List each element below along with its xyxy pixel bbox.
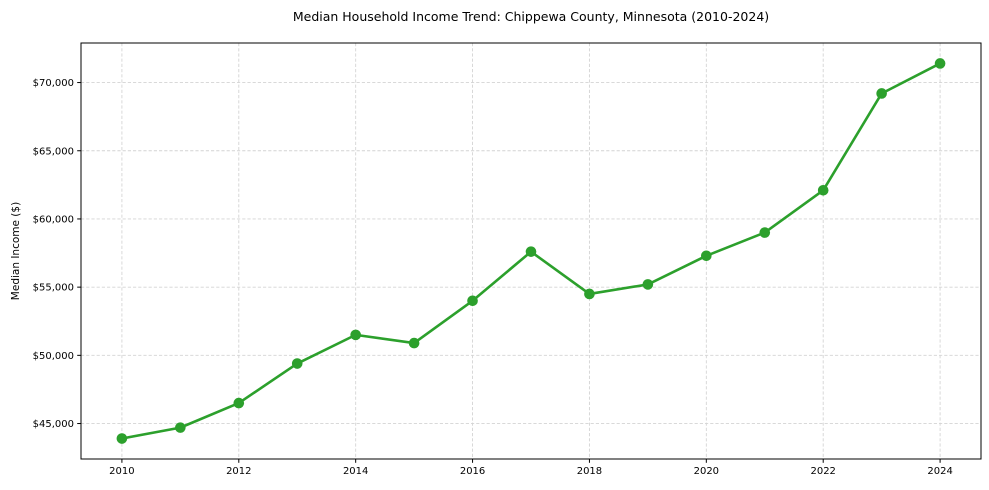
x-tick-label: 2014 (343, 466, 368, 477)
x-tick-label: 2010 (109, 466, 134, 477)
data-point-2018 (584, 288, 595, 300)
data-point-2020 (701, 250, 712, 262)
data-point-2016 (467, 295, 478, 307)
x-tick-label: 2012 (226, 466, 251, 477)
data-point-2014 (350, 329, 361, 341)
y-tick-label: $65,000 (33, 146, 74, 157)
x-tick-label: 2022 (810, 466, 835, 477)
data-point-2012 (233, 397, 245, 409)
data-point-2010 (116, 433, 128, 444)
data-point-2017 (525, 246, 537, 257)
chart-title: Median Household Income Trend: Chippewa … (292, 9, 770, 24)
plot-border (80, 42, 982, 460)
data-point-2022 (817, 185, 829, 196)
data-point-2011 (175, 422, 186, 433)
data-point-2024 (934, 58, 946, 69)
x-tick-label: 2020 (694, 466, 719, 477)
x-tick-label: 2016 (460, 466, 485, 477)
y-tick-label: $50,000 (33, 351, 74, 362)
data-point-2015 (408, 337, 420, 349)
data-point-2021 (759, 227, 771, 238)
data-point-2013 (291, 358, 303, 369)
y-tick-label: $60,000 (33, 214, 74, 225)
data-point-2023 (876, 88, 887, 99)
data-point-2019 (642, 279, 654, 290)
x-tick-label: 2024 (927, 466, 952, 477)
y-tick-label: $70,000 (33, 78, 74, 89)
x-tick-label: 2018 (577, 466, 602, 477)
y-tick-label: $45,000 (33, 419, 74, 430)
y-tick-label: $55,000 (33, 283, 74, 294)
